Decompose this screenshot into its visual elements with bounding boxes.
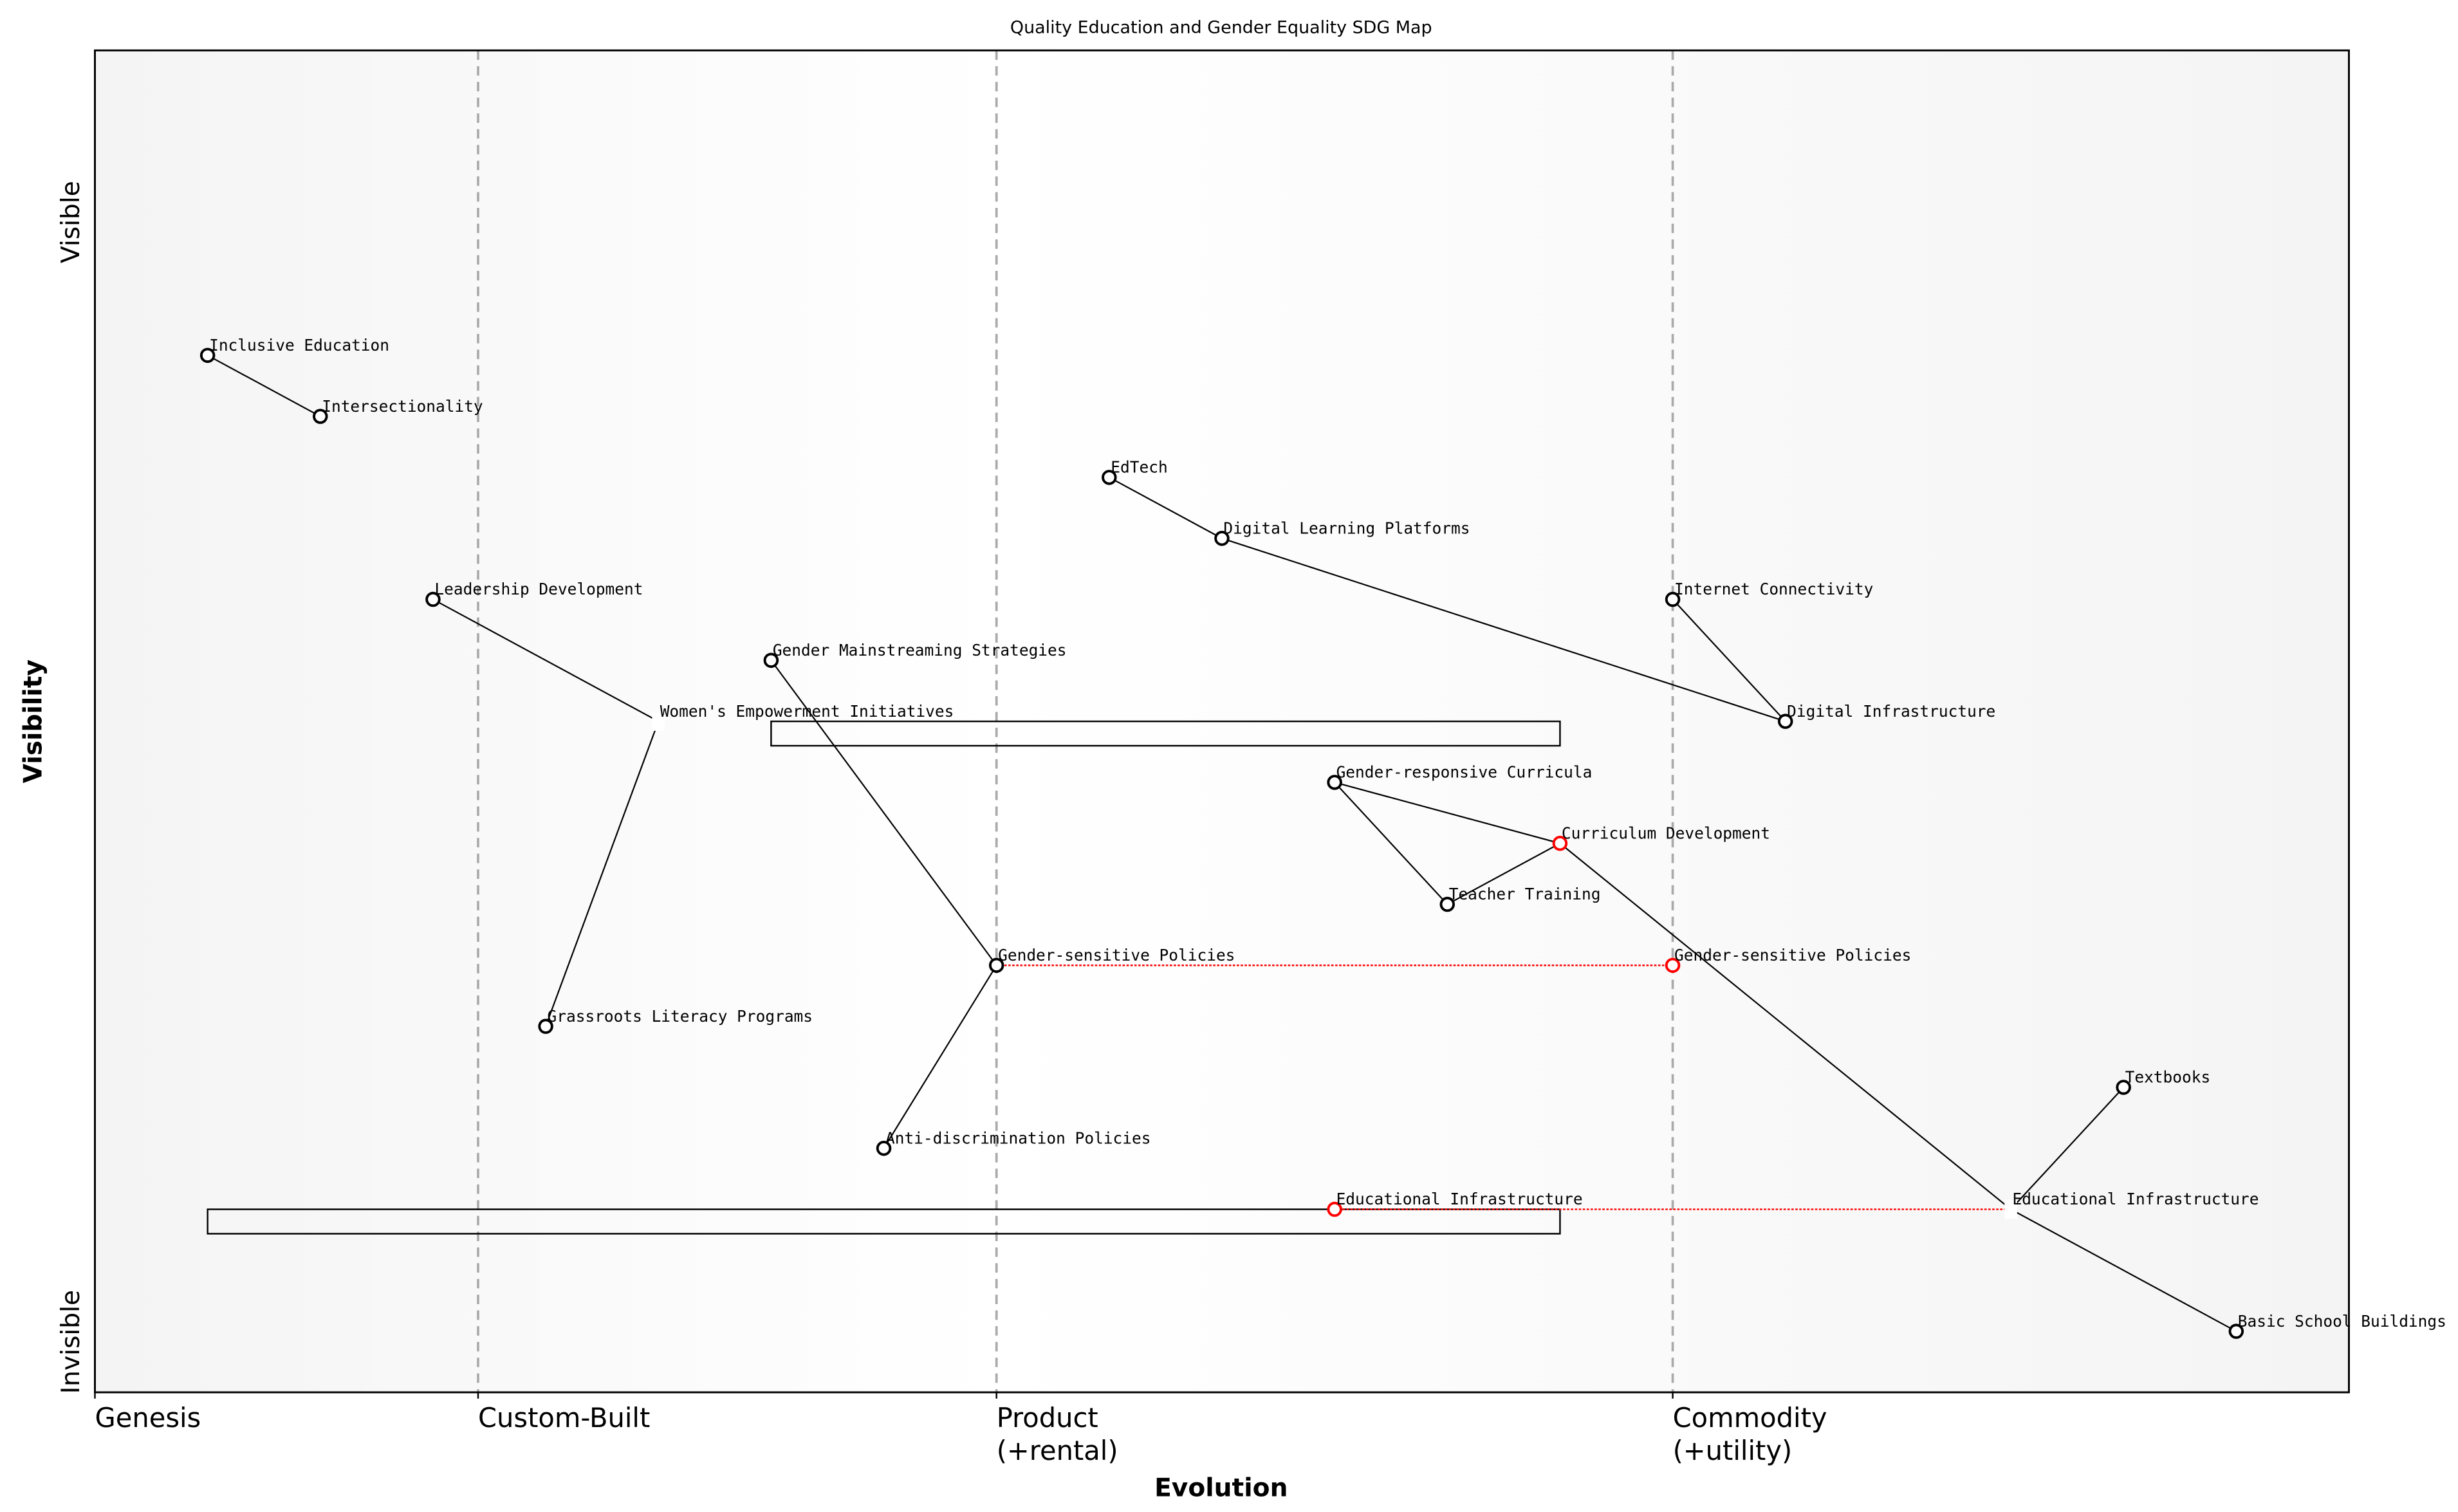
component-node-intersect <box>313 409 328 424</box>
component-label-basic: Basic School Buildings <box>2238 1312 2446 1331</box>
stage-label: Commodity (+utility) <box>1673 1402 1827 1466</box>
stage-label-line: Commodity <box>1673 1402 1827 1434</box>
map-title: Quality Education and Gender Equality SD… <box>1010 17 1432 37</box>
component-node-curriculum <box>1552 835 1568 851</box>
component-node-basic <box>2228 1323 2244 1339</box>
component-node-textbooks <box>2116 1080 2131 1095</box>
link-gms-gsp <box>770 659 997 966</box>
pipeline-eduinfra <box>207 1208 1561 1235</box>
stage-label: Custom-Built <box>478 1402 650 1434</box>
component-node-diginfra <box>1777 714 1793 729</box>
stage-label: Product (+rental) <box>997 1402 1118 1466</box>
link-gsp-antidisc <box>883 964 997 1149</box>
component-marker-eduinfra <box>2004 1199 2017 1219</box>
link-leadership-wei <box>432 598 659 723</box>
component-label-edtech: EdTech <box>1111 458 1167 477</box>
component-label-inclusive: Inclusive Education <box>209 336 389 355</box>
component-label-grassroots: Grassroots Literacy Programs <box>548 1007 813 1026</box>
component-node-eduinfra_evo <box>1327 1201 1342 1217</box>
component-label-internet: Internet Connectivity <box>1674 580 1873 598</box>
component-node-gsp <box>988 957 1004 973</box>
component-label-eduinfra: Educational Infrastructure <box>2012 1190 2259 1208</box>
component-label-gsp: Gender-sensitive Policies <box>998 946 1235 964</box>
stage-label-line: Custom-Built <box>478 1402 650 1434</box>
link-dlp-diginfra <box>1221 537 1786 723</box>
component-marker-wei <box>652 712 665 731</box>
component-node-grassroots <box>538 1019 553 1034</box>
component-label-leadership: Leadership Development <box>434 580 643 598</box>
component-node-leadership <box>425 591 441 607</box>
link-grc-curriculum <box>1334 781 1560 844</box>
pipeline-wei <box>770 720 1561 747</box>
component-label-teacher: Teacher Training <box>1449 885 1601 903</box>
component-label-curriculum: Curriculum Development <box>1562 824 1770 842</box>
component-label-diginfra: Digital Infrastructure <box>1787 702 1995 721</box>
link-grc-teacher <box>1334 782 1448 905</box>
component-label-intersect: Intersectionality <box>322 397 483 416</box>
component-node-gsp_evo <box>1665 957 1681 973</box>
component-label-wei: Women's Empowerment Initiatives <box>660 702 954 721</box>
link-wei-grassroots <box>545 721 660 1027</box>
component-node-dlp <box>1214 530 1230 546</box>
component-label-eduinfra_evo: Educational Infrastructure <box>1336 1190 1583 1208</box>
component-node-antidisc <box>876 1141 892 1156</box>
component-label-textbooks: Textbooks <box>2125 1068 2211 1087</box>
x-axis-label: Evolution <box>1154 1474 1288 1503</box>
stage-label-line: Product <box>997 1402 1098 1434</box>
stage-label: Genesis <box>95 1402 201 1434</box>
link-eduinfra-textbooks <box>2010 1087 2124 1210</box>
link-inclusive-intersect <box>207 355 321 418</box>
component-label-gsp_evo: Gender-sensitive Policies <box>1674 946 1911 964</box>
component-label-grc: Gender-responsive Curricula <box>1336 763 1593 782</box>
stage-label-line: Genesis <box>95 1402 201 1434</box>
stage-label-line: (+utility) <box>1673 1435 1793 1466</box>
link-edtech-dlp <box>1109 476 1223 539</box>
component-label-gms: Gender Mainstreaming Strategies <box>773 641 1067 659</box>
link-curriculum-eduinfra <box>1559 842 2011 1210</box>
component-node-edtech <box>1102 470 1117 485</box>
y-axis-label: Visibility <box>19 659 48 783</box>
component-node-gms <box>763 652 779 668</box>
link-internet-diginfra <box>1672 598 1786 722</box>
component-node-grc <box>1327 775 1342 790</box>
component-label-dlp: Digital Learning Platforms <box>1223 519 1470 537</box>
component-node-internet <box>1665 591 1681 607</box>
component-label-antidisc: Anti-discrimination Policies <box>885 1129 1150 1147</box>
stage-label-line: (+rental) <box>997 1435 1118 1466</box>
component-node-teacher <box>1439 896 1455 912</box>
link-eduinfra-basic <box>2010 1208 2237 1332</box>
y-bottom-label: Invisible <box>57 1290 86 1394</box>
plot-frame <box>94 49 2350 1394</box>
component-node-inclusive <box>199 347 216 364</box>
link-teacher-curriculum <box>1446 842 1560 905</box>
y-top-label: Visible <box>57 181 86 263</box>
